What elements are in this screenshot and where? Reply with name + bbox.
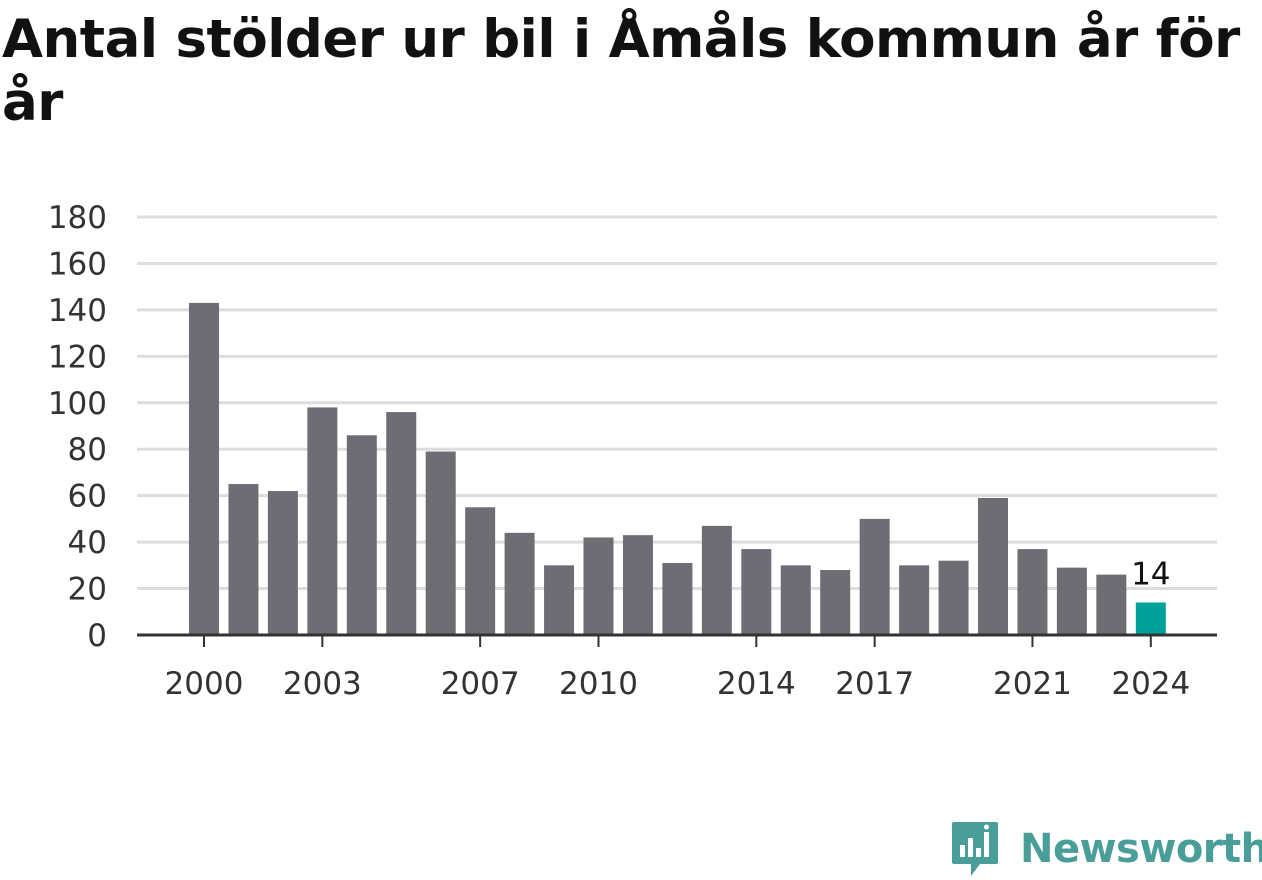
bar-2010 [583, 537, 614, 635]
bar-2018 [899, 565, 930, 635]
bar-2021 [1017, 549, 1048, 635]
bar-2022 [1056, 567, 1087, 635]
y-tick-label: 140 [48, 293, 107, 329]
x-tick-label: 2017 [835, 666, 914, 702]
y-tick-label: 20 [68, 572, 107, 608]
bar-2002 [267, 491, 298, 635]
bar-2015 [780, 565, 811, 635]
bar-2019 [938, 560, 969, 635]
y-tick-label: 60 [68, 479, 107, 515]
x-axis [137, 633, 1217, 647]
bar-2007 [465, 507, 496, 635]
x-tick-label: 2007 [441, 666, 520, 702]
bar-2000 [189, 302, 219, 635]
bar-2006 [425, 451, 456, 635]
x-tick-label: 2003 [283, 666, 362, 702]
bar-2023 [1096, 574, 1127, 635]
bar-2003 [307, 407, 338, 635]
bar-2004 [346, 435, 377, 635]
bar-2001 [228, 484, 259, 635]
x-tick-label: 2014 [717, 666, 796, 702]
bar-2013 [701, 525, 732, 635]
bar-2017 [859, 518, 890, 635]
y-tick-label: 100 [48, 386, 107, 422]
newsworthy-logo-icon [952, 822, 998, 876]
bar-2009 [544, 565, 575, 635]
bar-2011 [622, 535, 653, 635]
chart-title: Antal stölder ur bil i Åmåls kommun år f… [2, 9, 1240, 133]
y-tick-label: 180 [48, 200, 107, 236]
bar-2005 [386, 412, 417, 635]
bar-2014 [741, 549, 772, 635]
x-tick-label: 2010 [559, 666, 638, 702]
bars [189, 302, 1166, 635]
x-tick-label: 2021 [993, 666, 1072, 702]
y-tick-label: 120 [48, 339, 107, 375]
bar-2008 [504, 532, 535, 635]
tick-labels: 0 20 40 60 80 100 120 140 160 180 14 2000 2003 2007 20… [48, 200, 1190, 702]
bar-2012 [662, 563, 693, 635]
y-tick-label: 80 [68, 432, 107, 468]
logo-text: Newsworthy [1020, 826, 1262, 872]
bar-2024 [1135, 602, 1166, 635]
y-tick-label: 160 [48, 246, 107, 282]
grid-lines [137, 215, 1217, 591]
bar-2020 [978, 497, 1008, 635]
newsworthy-logo: Newsworthy [950, 818, 1262, 880]
x-tick-label: 2024 [1111, 666, 1190, 702]
bar-2016 [820, 569, 851, 635]
y-tick-label: 0 [87, 618, 107, 654]
x-tick-label: 2000 [165, 666, 244, 702]
y-tick-label: 40 [68, 525, 107, 561]
bar-value-label: 14 [1131, 556, 1170, 592]
